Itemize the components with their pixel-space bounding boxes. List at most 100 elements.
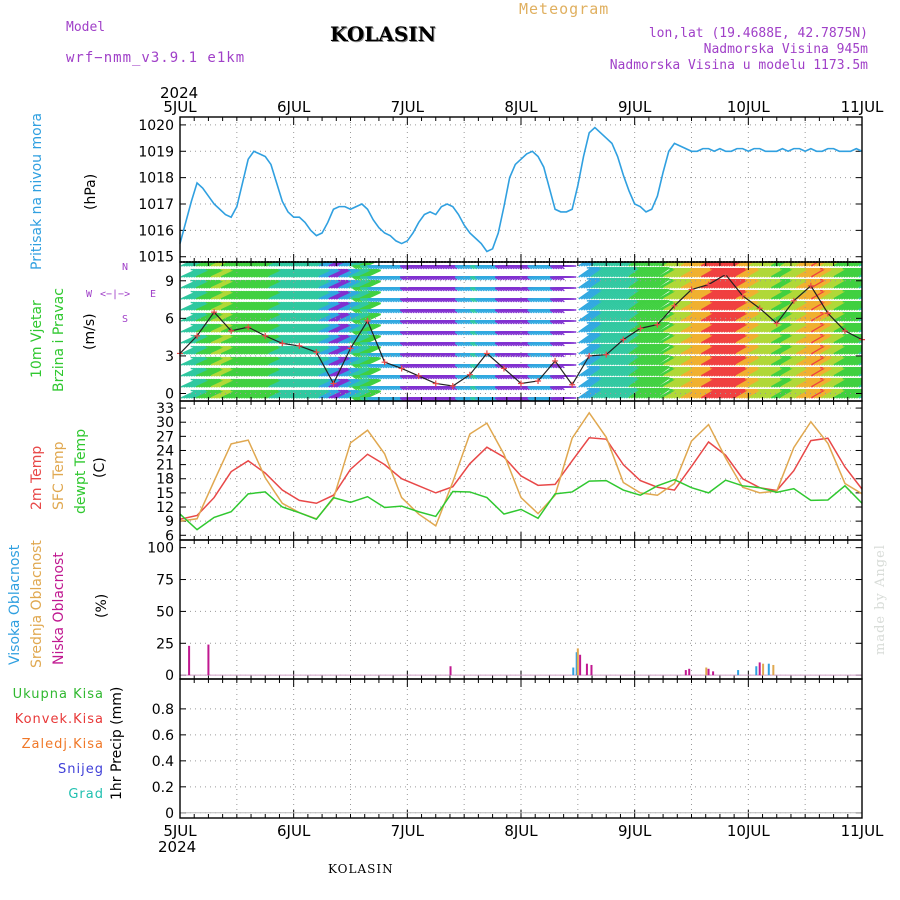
wind-barb-head [402, 309, 408, 314]
wind-barb-head [482, 364, 488, 369]
wind-barb-head [442, 320, 448, 325]
wind-barb [260, 280, 276, 289]
wind-barb [245, 324, 261, 333]
wind-barb-head [372, 386, 378, 391]
wind-barb [205, 280, 221, 289]
wind-barb [268, 390, 284, 399]
wind-barb-head [492, 353, 498, 358]
wind-barb [343, 379, 359, 388]
wind-barb-head [494, 353, 500, 358]
wind-barb [578, 366, 593, 377]
wind-barb-head [449, 298, 455, 303]
wind-barb-head [527, 287, 533, 292]
wind-barb-head [389, 342, 395, 347]
wind-barb-head [392, 265, 398, 270]
wind-barb-head [364, 298, 370, 303]
wind-barb-head [352, 298, 358, 303]
wind-barb-head [539, 287, 545, 292]
wind-barb [308, 269, 324, 278]
wind-barb [335, 379, 352, 388]
wind-barb-head [424, 298, 430, 303]
wind-barb-head [459, 287, 465, 292]
wind-barb-head [467, 298, 473, 303]
wind-barb [598, 366, 613, 377]
wind-barb [330, 313, 347, 322]
wind-barb [213, 346, 229, 355]
wind-barb-head [404, 331, 410, 336]
wind-barb [260, 368, 276, 377]
wind-barb [360, 368, 377, 377]
wind-barb-head [402, 276, 408, 281]
wind-barb [285, 280, 302, 289]
wind-barb-head [384, 309, 390, 314]
wind-barb [198, 313, 214, 322]
wind-barb [310, 313, 327, 322]
wind-barb [363, 291, 379, 300]
station-title: KOLASIN [330, 22, 436, 46]
wind-barb [275, 324, 292, 333]
wind-barb-head [537, 353, 543, 358]
wind-barb [238, 346, 254, 355]
wind-barb-head [439, 331, 445, 336]
wind-barb-head [397, 265, 403, 270]
wind-barb [593, 366, 608, 377]
wind-barb [633, 300, 648, 311]
wind-barb [578, 262, 586, 267]
wind-barb [625, 322, 640, 333]
wind-barb [325, 346, 342, 355]
wind-barb [610, 300, 625, 311]
wind-barb-head [552, 364, 558, 369]
wind-barb [298, 390, 314, 399]
wind-barb-head [367, 375, 373, 380]
wind-barb-head [499, 276, 505, 281]
wind-barb [270, 335, 286, 344]
wind-barb [595, 289, 610, 300]
wind-barb [250, 390, 266, 399]
wind-barb-head [447, 287, 453, 292]
wind-barb-head [529, 342, 535, 347]
wind-barb-head [559, 298, 565, 303]
wind-barb-head [422, 386, 428, 391]
wind-barb [335, 390, 352, 399]
wind-barb-head [449, 320, 455, 325]
wind-barb-head [479, 320, 485, 325]
wind-barb [253, 379, 269, 388]
wind-barb-head [444, 320, 450, 325]
wind-barb-head [387, 386, 393, 391]
wind-barb [303, 357, 319, 366]
wind-barb [250, 313, 266, 322]
wind-barb [308, 335, 324, 344]
wind-barb [360, 324, 377, 333]
wind-barb-head [552, 353, 558, 358]
wind-barb-head [389, 386, 395, 391]
wind-barb [225, 302, 241, 311]
wind-barb-head [492, 375, 498, 380]
wind-barb-head [372, 309, 378, 314]
wind-barb [335, 324, 352, 333]
wind-barb-head [407, 353, 413, 358]
wind-barb [255, 324, 271, 333]
wind-barb [643, 289, 658, 300]
wind-barb [290, 324, 307, 333]
wind-barb [633, 278, 648, 289]
wind-barb-head [384, 342, 390, 347]
wind-barb [303, 324, 319, 333]
wind-barb-head [492, 331, 498, 336]
wind-barb-head [427, 309, 433, 314]
wind-barb [580, 377, 595, 388]
wind-barb-head [512, 287, 518, 292]
wind-barb-head [517, 331, 523, 336]
wind-barb [198, 335, 214, 344]
wind-barb-head [494, 375, 500, 380]
wind-barb [345, 269, 362, 278]
wind-barb-head [459, 320, 465, 325]
wind-barb [628, 333, 643, 344]
wind-barb [343, 291, 359, 300]
lonlat-label: lon,lat (19.4688E, 42.7875N) [648, 26, 868, 41]
wind-barb-head [482, 309, 488, 314]
wind-barb-head [452, 386, 458, 391]
wind-barb-head [464, 320, 470, 325]
wind-barb-head [524, 364, 530, 369]
wind-barb [348, 302, 364, 311]
wind-barb [245, 346, 261, 355]
